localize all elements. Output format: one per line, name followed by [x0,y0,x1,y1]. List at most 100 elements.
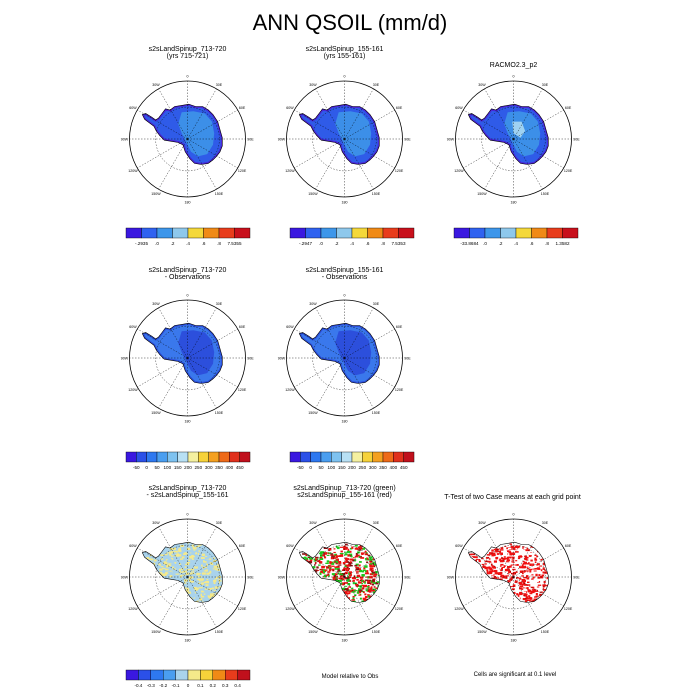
lon-label: 30E [542,521,549,525]
lon-label: 60W [129,106,137,110]
note-model-relative: Model relative to Obs [321,674,379,680]
colorbar-swatch [125,669,139,681]
lon-label: 120W [454,169,464,173]
lon-label: 120E [564,169,573,173]
colorbar-label: 200 [184,465,192,470]
lon-label: 0 [344,294,346,298]
panel-title-r2c1: s2sLandSpinup_713-720- Observations [148,267,227,281]
lon-label: 30W [309,302,317,306]
colorbar-swatch [218,451,230,463]
colorbar-swatch [367,227,384,239]
map-frame [455,80,572,198]
map-frame [286,518,403,636]
lon-label: 60W [455,544,463,548]
panel-title-r1c2: s2sLandSpinup_155-161 (yrs 155-161) [305,46,384,60]
lon-label: 150E [215,192,224,196]
lon-label: 90E [404,357,411,361]
colorbar-label: 300 [369,465,377,470]
colorbar-label: 7.5353 [391,241,405,246]
lon-label: 60E [396,325,403,329]
map-frame [129,299,246,417]
lon-label: 180 [185,639,191,643]
colorbar-label: .4 [514,241,518,246]
polar-map-r2c1: 0 30E 60E 90E 120E 150E 180 150W 120W 90W 60W 30W [121,294,254,424]
lon-label: 30W [309,521,317,525]
lon-label: 90W [447,138,455,142]
map-frame [455,518,572,636]
lon-label: 30W [152,302,160,306]
colorbar-label: 400 [389,465,397,470]
colorbar-label: .6 [530,241,534,246]
colorbar-swatch [125,227,142,239]
lon-label: 120W [128,607,138,611]
colorbar-label: .4 [186,241,190,246]
coastline [141,541,223,603]
colorbar-swatch [398,227,415,239]
lon-label: 150E [372,630,381,634]
lon-label: 60W [286,106,294,110]
colorbar-label: .2 [171,241,175,246]
colorbar-label: 100 [163,465,171,470]
colorbar-label: .0 [319,241,323,246]
colorbar-label: -50 [133,465,140,470]
colorbar-swatch [393,451,404,463]
polar-map-r3c2: 0 30E 60E 90E 120E 150E 180 150W 120W 90W 60W 30W [278,513,411,643]
colorbar-swatch [372,451,384,463]
colorbar-label: 150 [338,465,346,470]
colorbar-label: 200 [348,465,356,470]
map-frame [286,80,403,198]
colorbar-swatch [187,669,201,681]
lon-label: 120W [128,388,138,392]
lon-label: 150E [372,411,381,415]
lon-label: 120W [454,607,464,611]
colorbar-swatch [172,227,189,239]
lon-label: 150E [541,630,550,634]
colorbar-label: .8 [217,241,221,246]
colorbar-label: -0.1 [172,683,180,688]
lon-label: 60E [239,325,246,329]
coastline [298,541,380,603]
lon-label: 120W [285,388,295,392]
colorbar-label: 0 [145,465,148,470]
lon-label: 0 [344,513,346,517]
lon-label: 90W [278,357,286,361]
panel-title-r3c3: T-Test of two Case means at each grid po… [444,494,581,501]
lon-label: 120E [238,169,247,173]
lon-label: 120E [395,607,404,611]
colorbar-r3c1: -0.4 -0.3 -0.2 -0.1 0 0.1 0.2 0.3 0.4 [125,669,251,688]
colorbar-label: 350 [215,465,223,470]
lon-label: 0 [187,75,189,79]
lon-label: 150W [477,630,487,634]
map-frame [129,518,246,636]
coastline [467,103,549,165]
lon-label: 0 [187,294,189,298]
colorbar-label: 450 [236,465,244,470]
colorbar-label: 50 [154,465,160,470]
lon-label: 120W [285,607,295,611]
colorbar-swatch [331,451,342,463]
colorbar-r1c2: -.2947 .0 .2 .4 .6 .8 7.5353 [289,227,415,246]
colorbar-swatch [218,227,235,239]
lon-label: 150W [151,630,161,634]
colorbar-swatch [187,227,204,239]
colorbar-swatch [500,227,517,239]
colorbar-swatch [146,451,158,463]
lon-label: 150W [308,192,318,196]
lon-label: 180 [185,420,191,424]
colorbar-label: 150 [174,465,182,470]
colorbar-label: .0 [155,241,159,246]
colorbar-r1c1: -.2935 .0 .2 .4 .6 .8 7.5355 [125,227,251,246]
colorbar-swatch [546,227,563,239]
colorbar-label: -0.2 [159,683,167,688]
lon-label: 120E [238,607,247,611]
colorbar-swatch [351,451,363,463]
colorbar-label: 0.4 [234,683,241,688]
lon-label: 150W [151,411,161,415]
colorbar-label: 100 [327,465,335,470]
lon-label: 60E [565,544,572,548]
colorbar-swatch [198,451,209,463]
colorbar-swatch [167,451,178,463]
panel-title-r3c1: s2sLandSpinup_713-720- s2sLandSpinup_155… [146,485,229,499]
colorbar-label: 250 [358,465,366,470]
polar-map-r1c3: 0 30E 60E 90E 120E 150E 180 150W 120W 90W 60W 30W [447,75,580,205]
